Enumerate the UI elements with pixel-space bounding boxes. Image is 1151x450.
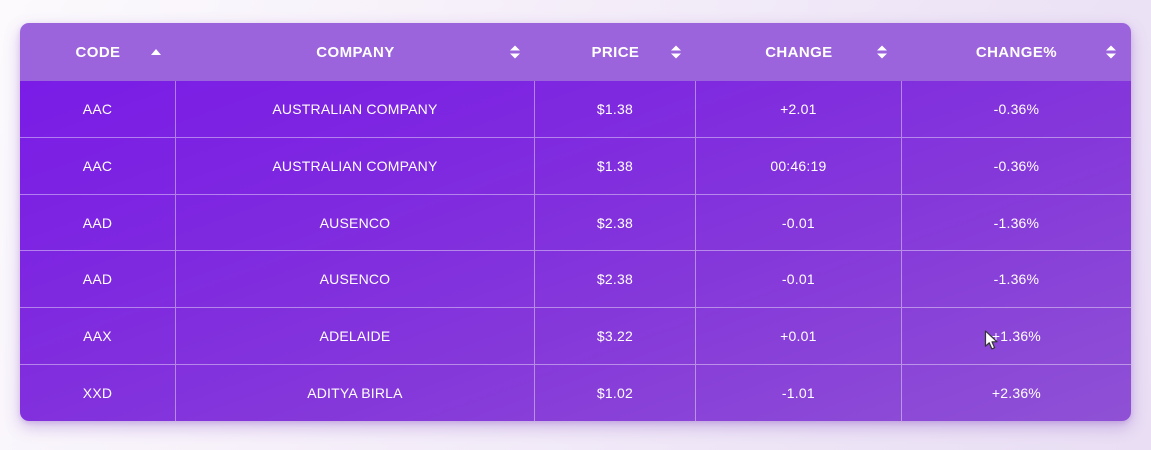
triangle-up-icon <box>876 45 887 51</box>
cell-change: -1.01 <box>696 365 902 421</box>
table-row[interactable]: AAC AUSTRALIAN COMPANY $1.38 +2.01 -0.36… <box>20 81 1131 137</box>
cell-code: AAD <box>20 194 176 251</box>
cell-change-pct: +1.36% <box>991 328 1041 345</box>
triangle-up-icon <box>670 45 681 51</box>
cell-price: $1.02 <box>535 365 696 421</box>
cell-price: $3.22 <box>535 308 696 365</box>
table-header-row: CODE COMPANY PRICE CHANGE <box>20 23 1131 81</box>
stock-table: CODE COMPANY PRICE CHANGE <box>20 23 1131 421</box>
triangle-down-icon <box>509 53 520 59</box>
cell-price: $2.38 <box>535 251 696 308</box>
cell-code: XXD <box>20 365 176 421</box>
cell-code: AAD <box>20 251 176 308</box>
cell-company: AUSENCO <box>176 194 535 251</box>
column-header-price[interactable]: PRICE <box>535 23 696 81</box>
cell-company: AUSTRALIAN COMPANY <box>176 137 535 194</box>
triangle-up-icon <box>509 45 520 51</box>
cell-change: -0.01 <box>696 251 902 308</box>
column-header-change[interactable]: CHANGE <box>696 23 902 81</box>
table-row[interactable]: AAC AUSTRALIAN COMPANY $1.38 00:46:19 -0… <box>20 136 1131 194</box>
sort-ascending-icon <box>150 49 161 55</box>
cell-code: AAC <box>20 81 176 137</box>
cell-code: AAX <box>20 308 176 365</box>
cell-price: $1.38 <box>535 137 696 194</box>
triangle-up-icon <box>1105 45 1116 51</box>
cell-price: $2.38 <box>535 194 696 251</box>
column-header-label: COMPANY <box>316 43 395 61</box>
cell-change: -0.01 <box>696 194 902 251</box>
cell-change-pct: -0.36% <box>993 157 1040 174</box>
triangle-up-icon <box>150 49 161 55</box>
cell-company: AUSENCO <box>176 251 535 308</box>
cell-change: +0.01 <box>696 308 902 365</box>
table-row[interactable]: AAD AUSENCO $2.38 -0.01 -1.36% <box>20 250 1131 308</box>
cell-change-pct: -1.36% <box>993 271 1040 288</box>
column-header-label: CHANGE% <box>975 43 1057 61</box>
cell-company: ADELAIDE <box>176 308 535 365</box>
column-header-code[interactable]: CODE <box>20 23 176 81</box>
table-row[interactable]: AAD AUSENCO $2.38 -0.01 -1.36% <box>20 193 1131 251</box>
cell-company: ADITYA BIRLA <box>176 365 535 421</box>
cell-change-pct: +2.36% <box>991 385 1041 402</box>
triangle-down-icon <box>876 53 887 59</box>
column-header-change-pct[interactable]: CHANGE% <box>902 23 1131 81</box>
cell-change-pct: -1.36% <box>993 214 1040 231</box>
table-row[interactable]: AAX ADELAIDE $3.22 +0.01 +1.36% <box>20 307 1131 365</box>
sort-both-icon <box>1105 45 1116 59</box>
sort-both-icon <box>670 45 681 59</box>
column-header-label: CODE <box>75 43 121 61</box>
sort-both-icon <box>876 45 887 59</box>
cell-change-pct: -0.36% <box>993 100 1040 117</box>
table-body: AAC AUSTRALIAN COMPANY $1.38 +2.01 -0.36… <box>20 81 1131 421</box>
column-header-label: PRICE <box>591 43 640 61</box>
triangle-down-icon <box>670 53 681 59</box>
column-header-company[interactable]: COMPANY <box>176 23 535 81</box>
cell-change: +2.01 <box>696 81 902 137</box>
cell-company: AUSTRALIAN COMPANY <box>176 81 535 137</box>
table-row[interactable]: XXD ADITYA BIRLA $1.02 -1.01 +2.36% <box>20 364 1131 421</box>
cell-code: AAC <box>20 137 176 194</box>
sort-both-icon <box>509 45 520 59</box>
cell-change: 00:46:19 <box>696 137 902 194</box>
cell-price: $1.38 <box>535 81 696 137</box>
triangle-down-icon <box>1105 53 1116 59</box>
column-header-label: CHANGE <box>765 43 833 61</box>
